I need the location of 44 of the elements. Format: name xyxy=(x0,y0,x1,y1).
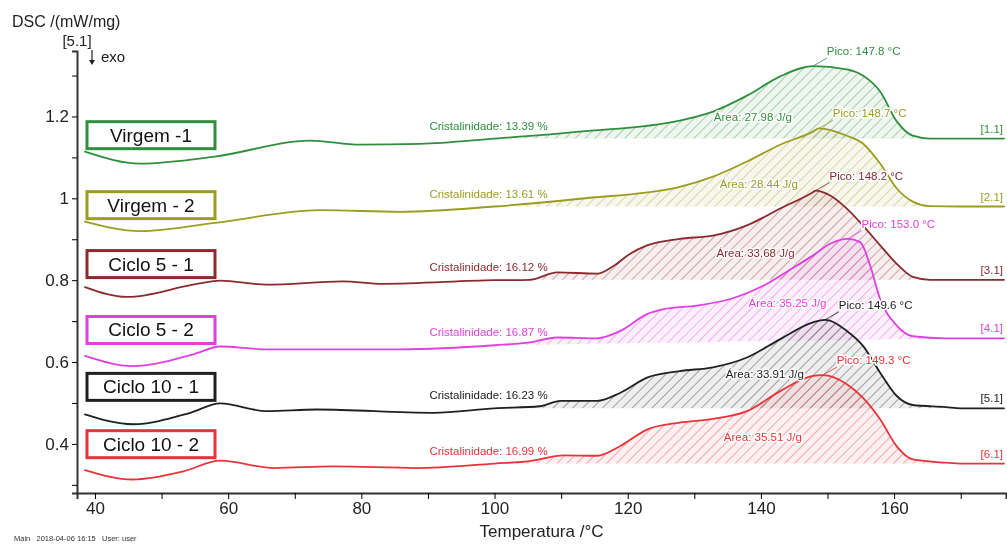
annotation: Cristalinidade: 16.12 % xyxy=(429,261,548,274)
annotation: Cristalinidade: 16.99 % xyxy=(429,444,548,457)
x-tick-label: 80 xyxy=(352,499,372,519)
annotation: Cristalinidade: 16.23 % xyxy=(429,389,548,402)
annotation: Cristalinidade: 16.87 % xyxy=(429,326,548,339)
annotation: [6.1] xyxy=(980,447,1003,460)
annotation: [4.1] xyxy=(980,322,1003,335)
y-axis-title: DSC /(mW/mg) xyxy=(12,13,121,30)
annotation: Pico: 147.8 °C xyxy=(826,45,901,58)
annotation: Pico: 148.7 °C xyxy=(832,107,907,120)
series-label: Ciclo 5 - 2 xyxy=(108,319,194,341)
annotation: Pico: 153.0 °C xyxy=(861,217,936,230)
y-tick-label: 0.8 xyxy=(45,271,69,291)
series-label: Ciclo 5 - 1 xyxy=(108,253,194,275)
y-tick-label: 0.4 xyxy=(45,434,69,454)
x-tick-label: 40 xyxy=(86,499,105,519)
annotation: exo xyxy=(101,48,126,65)
x-tick-label: 120 xyxy=(614,499,643,519)
annotation: [1.1] xyxy=(980,122,1003,135)
annotation: Cristalinidade: 13.61 % xyxy=(429,187,548,200)
annotation: [2.1] xyxy=(980,190,1003,203)
annotation: Área: 33.91 J/g xyxy=(725,367,804,380)
annotation: Área: 27.98 J/g xyxy=(713,111,792,124)
series-label: Virgem -1 xyxy=(109,124,193,146)
series-label: Ciclo 10 - 2 xyxy=(102,433,200,455)
annotation: [5.1] xyxy=(980,392,1003,405)
x-tick-label: 100 xyxy=(480,499,510,519)
y-tick-label: 1 xyxy=(59,189,69,209)
y-tick-label: 1.2 xyxy=(45,107,69,127)
x-tick-label: 140 xyxy=(747,499,776,519)
annotation: [3.1] xyxy=(980,263,1003,276)
series-label: Ciclo 10 - 1 xyxy=(102,376,200,398)
annotation: Pico: 148.2 °C xyxy=(829,169,904,182)
annotation: Área: 35.25 J/g xyxy=(748,297,827,310)
annotation: Área: 35.51 J/g xyxy=(723,431,802,444)
annotation: Cristalinidade: 13.39 % xyxy=(429,119,548,132)
y-tick-label: 0.6 xyxy=(45,352,69,372)
x-axis-title: Temperatura /°C xyxy=(479,522,604,541)
annotation: Área: 28.44 J/g xyxy=(719,178,798,191)
annotation: Área: 33.68 J/g xyxy=(716,246,795,259)
series-label: Virgem - 2 xyxy=(107,194,195,216)
x-tick-label: 60 xyxy=(219,499,239,519)
text: [5.1] xyxy=(62,32,92,49)
x-tick-label: 160 xyxy=(880,499,909,519)
